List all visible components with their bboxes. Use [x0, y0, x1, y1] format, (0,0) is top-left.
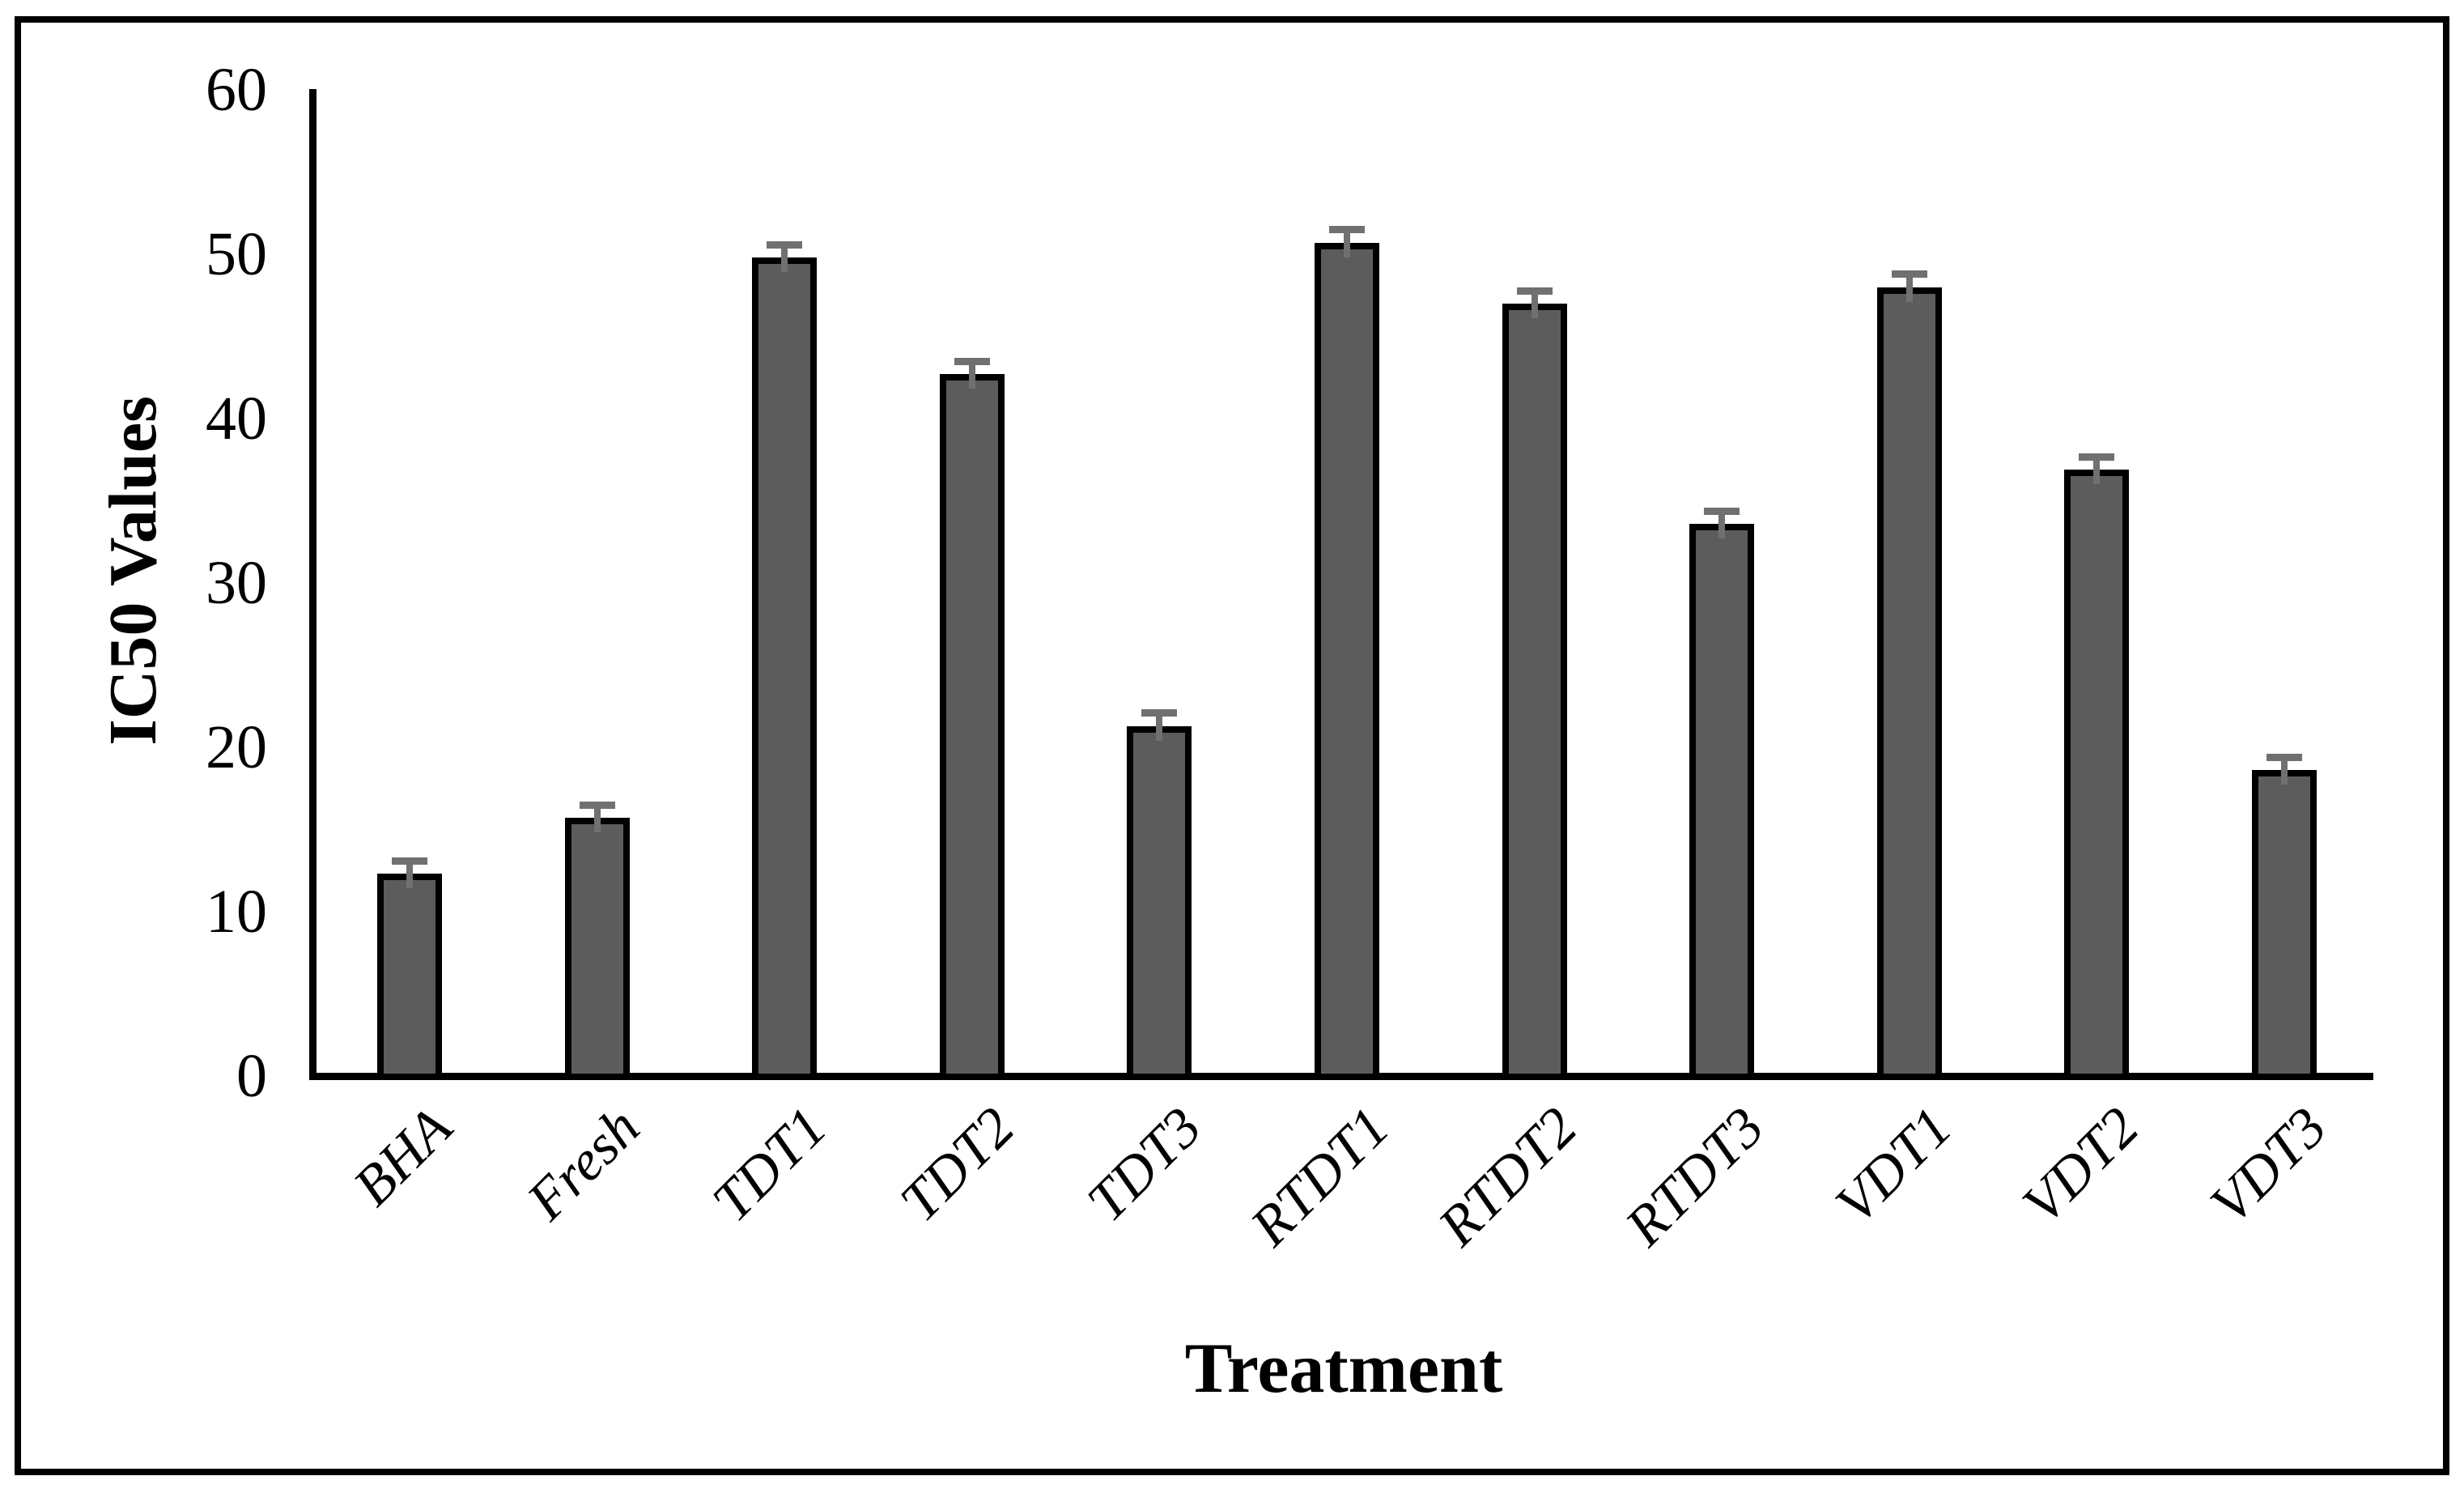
error-bar-stem [2281, 761, 2288, 785]
error-bar-stem [2093, 460, 2101, 484]
y-axis-title: IC50 Values [96, 396, 171, 746]
error-bar-cap [1141, 709, 1178, 717]
error-bar-stem [1905, 278, 1913, 302]
error-bar-cap [2266, 754, 2302, 762]
y-axis-line [309, 89, 316, 1080]
error-bar-cap [1704, 507, 1740, 515]
bar-rtdt2 [1502, 303, 1567, 1080]
bar-tdt2 [939, 374, 1005, 1080]
error-bar-cap [767, 240, 803, 249]
bar-rtdt3 [1689, 523, 1755, 1080]
y-tick-label: 40 [206, 385, 267, 453]
bar-vdt2 [2064, 469, 2130, 1080]
error-bar-cap [1891, 270, 1927, 279]
error-bar-stem [968, 364, 975, 389]
bar-fresh [564, 818, 630, 1080]
bar-tdt3 [1127, 725, 1192, 1080]
error-bar-stem [1156, 717, 1163, 741]
error-bar-cap [1516, 287, 1553, 295]
y-tick-label: 10 [206, 878, 267, 946]
bar-rtdt1 [1315, 242, 1379, 1080]
error-bar-stem [1718, 514, 1726, 538]
error-bar-stem [593, 808, 601, 833]
x-axis-title: Treatment [1184, 1329, 1503, 1408]
error-bar-cap [2079, 453, 2115, 461]
error-bar-stem [781, 248, 788, 273]
bar-vdt1 [1876, 287, 1942, 1080]
bar-vdt3 [2252, 770, 2317, 1080]
figure-border [15, 16, 2449, 1475]
y-tick-label: 30 [206, 549, 267, 617]
y-tick-label: 60 [206, 56, 267, 124]
error-bar-cap [392, 857, 427, 865]
error-bar-cap [1329, 226, 1365, 234]
error-bar-cap [954, 357, 990, 365]
error-bar-cap [579, 801, 615, 809]
bar-bha [377, 874, 442, 1080]
error-bar-stem [1531, 294, 1538, 318]
y-tick-label: 50 [206, 220, 267, 288]
y-tick-label: 0 [236, 1042, 267, 1110]
error-bar-stem [1344, 233, 1350, 257]
y-tick-label: 20 [206, 713, 267, 781]
bar-tdt1 [752, 257, 818, 1080]
error-bar-stem [406, 865, 413, 889]
